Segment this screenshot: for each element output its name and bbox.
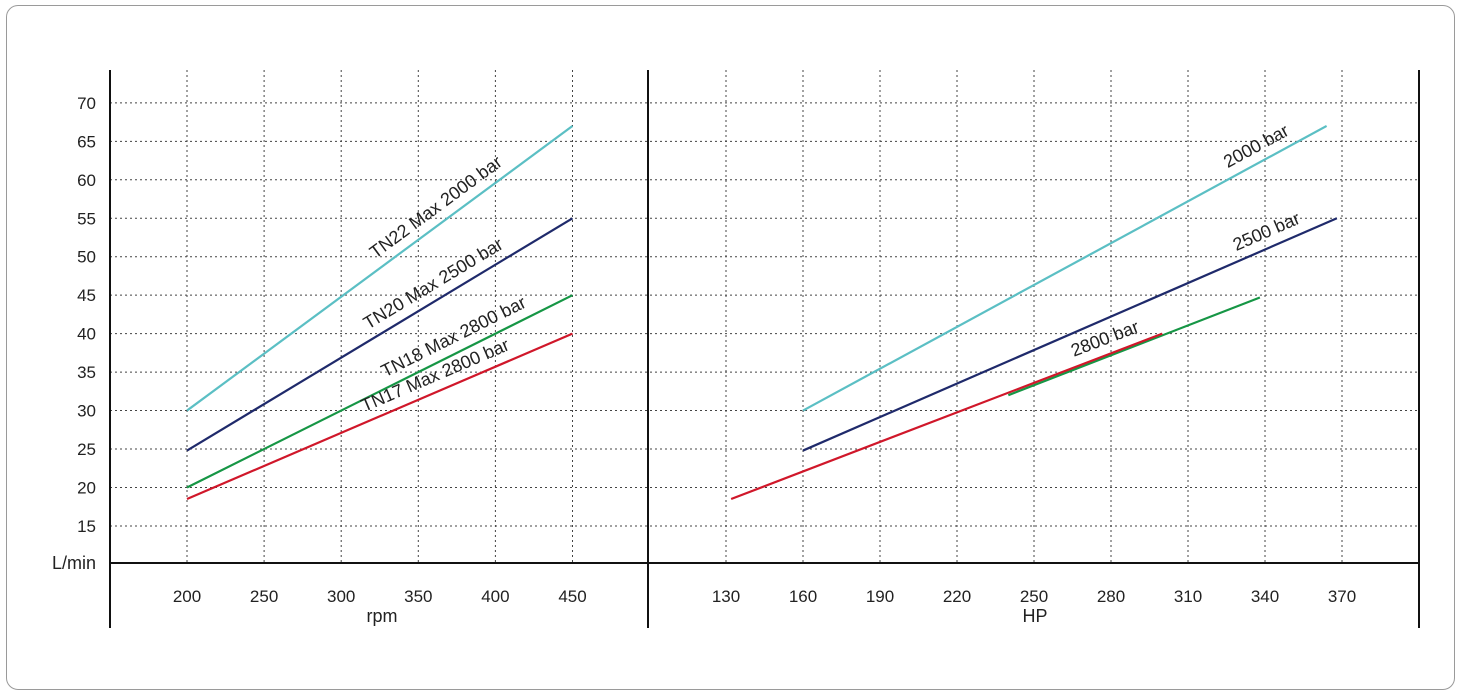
x-tick-label: 220 (943, 587, 971, 606)
x-tick-label: 300 (327, 587, 355, 606)
series-label: 2800 bar (1068, 316, 1142, 360)
x-tick-label: 280 (1097, 587, 1125, 606)
y-tick-label: 65 (77, 132, 96, 151)
x-tick-label: 340 (1251, 587, 1279, 606)
series-line (186, 125, 574, 412)
y-tick-label: 60 (77, 171, 96, 190)
y-tick-label: 55 (77, 209, 96, 228)
series-line (1007, 296, 1261, 397)
x-tick-label: 200 (173, 587, 201, 606)
y-tick-label: 35 (77, 363, 96, 382)
y-tick-label: 40 (77, 325, 96, 344)
y-tick-label: 70 (77, 94, 96, 113)
x-axis-label: rpm (367, 606, 398, 626)
x-tick-label: 350 (404, 587, 432, 606)
y-tick-label: 30 (77, 402, 96, 421)
x-tick-label: 130 (712, 587, 740, 606)
series-line (802, 217, 1338, 452)
x-tick-label: 250 (250, 587, 278, 606)
x-tick-label: 310 (1174, 587, 1202, 606)
x-tick-label: 250 (1020, 587, 1048, 606)
y-tick-label: 20 (77, 478, 96, 497)
y-axis-label: L/min (52, 553, 96, 573)
series-line (730, 332, 1163, 501)
y-tick-label: 50 (77, 248, 96, 267)
y-tick-label: 25 (77, 440, 96, 459)
x-tick-label: 370 (1328, 587, 1356, 606)
x-tick-label: 400 (481, 587, 509, 606)
x-tick-label: 160 (789, 587, 817, 606)
series-line (186, 294, 573, 489)
x-axis-label: HP (1022, 606, 1047, 626)
y-tick-label: 15 (77, 517, 96, 536)
series-line (186, 332, 573, 501)
y-tick-label: 45 (77, 286, 96, 305)
chart-frame (6, 5, 1455, 690)
series-line (186, 217, 574, 452)
series-line (802, 124, 1328, 412)
x-tick-label: 450 (558, 587, 586, 606)
x-tick-label: 190 (866, 587, 894, 606)
